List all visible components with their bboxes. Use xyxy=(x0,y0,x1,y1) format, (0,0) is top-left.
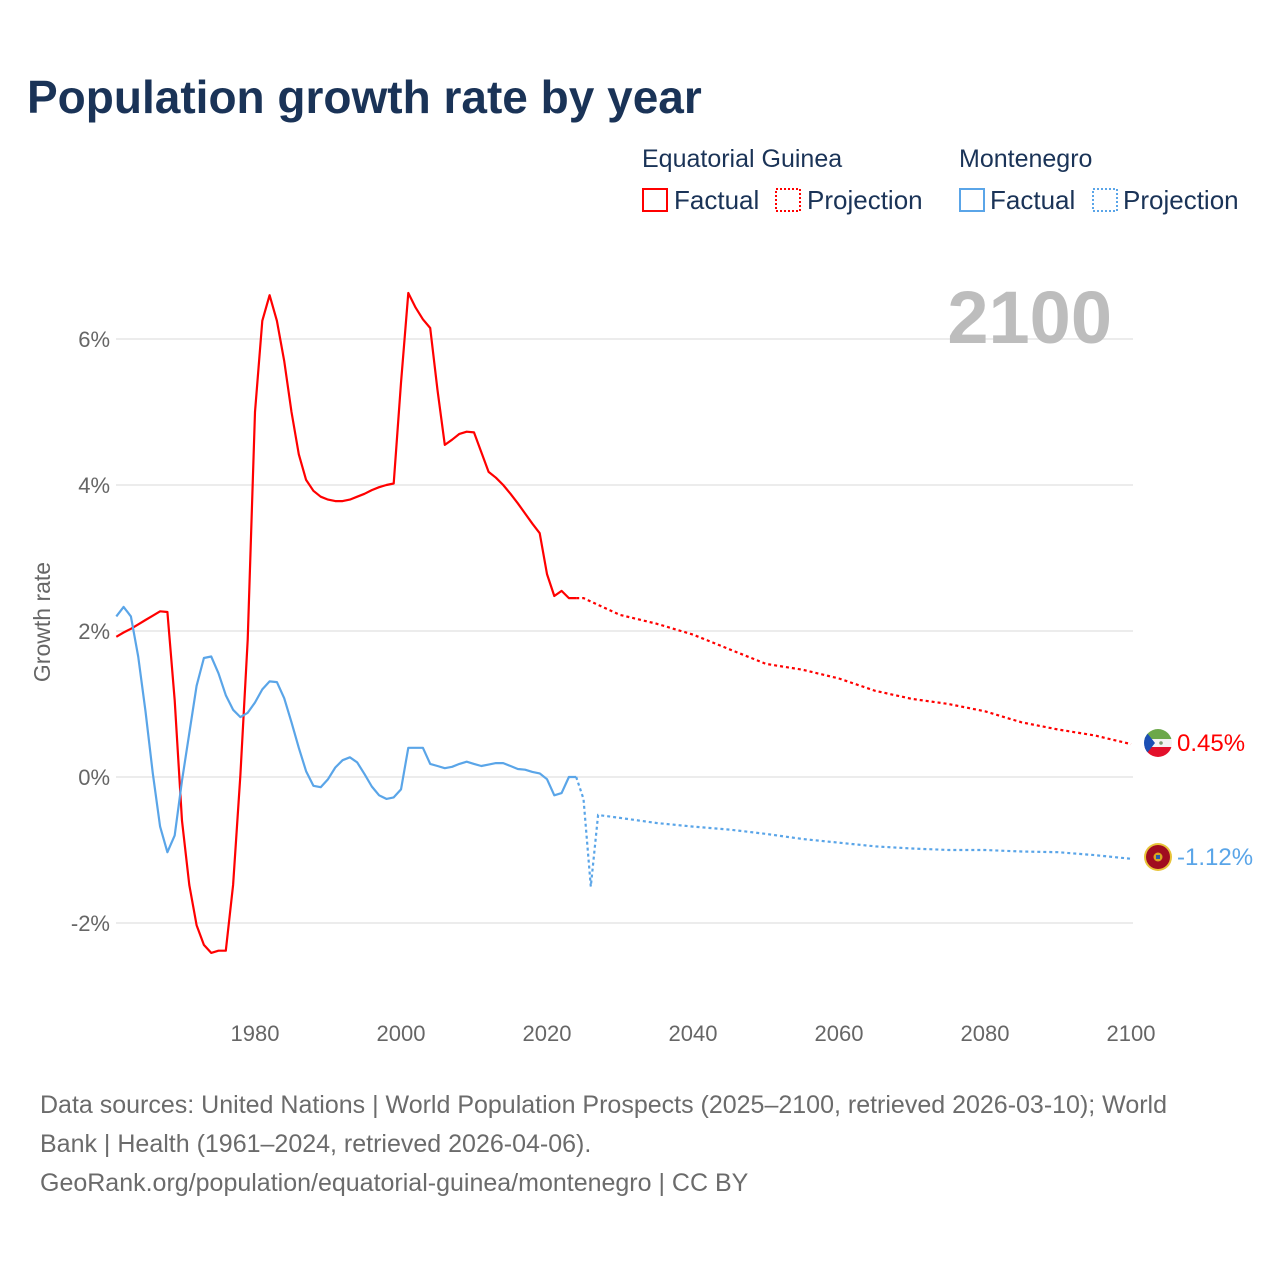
end-label-equatorial-guinea: 0.45% xyxy=(1177,730,1245,757)
x-tick-label: 2020 xyxy=(523,1021,572,1046)
line-montenegro-projection xyxy=(575,776,1132,887)
y-tick-label: 6% xyxy=(78,327,110,352)
legend-group-equatorial-guinea: Equatorial Guinea xyxy=(642,145,842,173)
y-axis-label: Growth rate xyxy=(29,562,55,682)
x-tick-label: 1980 xyxy=(231,1021,280,1046)
current-year-label: 2100 xyxy=(947,276,1112,359)
footer-sources-line2: Bank | Health (1961–2024, retrieved 2026… xyxy=(40,1130,591,1158)
line-equatorial-guinea-projection xyxy=(576,597,1132,746)
legend-eg-factual[interactable]: Factual xyxy=(674,185,759,215)
y-tick-label: -2% xyxy=(71,911,110,936)
legend-eg-projection[interactable]: Projection xyxy=(807,185,923,215)
x-tick-label: 2100 xyxy=(1107,1021,1156,1046)
legend-me-factual[interactable]: Factual xyxy=(990,185,1075,215)
flag-equatorial-guinea-icon xyxy=(1144,729,1172,757)
y-tick-label: 0% xyxy=(78,765,110,790)
series-lines xyxy=(115,291,1132,954)
legend-swatch-me-projection xyxy=(1092,188,1118,212)
legend-group-montenegro: Montenegro xyxy=(959,145,1092,173)
legend-swatch-eg-factual xyxy=(642,188,668,212)
line-equatorial-guinea-factual xyxy=(115,291,577,954)
footer-sources-line1: Data sources: United Nations | World Pop… xyxy=(40,1091,1167,1119)
legend-swatch-me-factual xyxy=(959,188,985,212)
gridlines xyxy=(116,338,1133,924)
x-axis-ticks: 1980 2000 2020 2040 2060 2080 2100 xyxy=(231,1021,1156,1046)
x-tick-label: 2060 xyxy=(815,1021,864,1046)
flag-montenegro-icon xyxy=(1144,843,1172,871)
y-axis-ticks: -2% 0% 2% 4% 6% xyxy=(71,327,110,936)
legend-swatch-eg-projection xyxy=(775,188,801,212)
legend: Equatorial Guinea Factual Projection Mon… xyxy=(642,145,1239,215)
end-label-montenegro: -1.12% xyxy=(1177,844,1253,871)
y-tick-label: 4% xyxy=(78,473,110,498)
legend-me-projection[interactable]: Projection xyxy=(1123,185,1239,215)
line-montenegro-factual xyxy=(115,605,577,854)
x-tick-label: 2000 xyxy=(377,1021,426,1046)
footer-attribution-link[interactable]: GeoRank.org/population/equatorial-guinea… xyxy=(40,1169,749,1197)
x-tick-label: 2040 xyxy=(669,1021,718,1046)
y-tick-label: 2% xyxy=(78,619,110,644)
x-tick-label: 2080 xyxy=(961,1021,1010,1046)
chart-title: Population growth rate by year xyxy=(27,71,702,123)
